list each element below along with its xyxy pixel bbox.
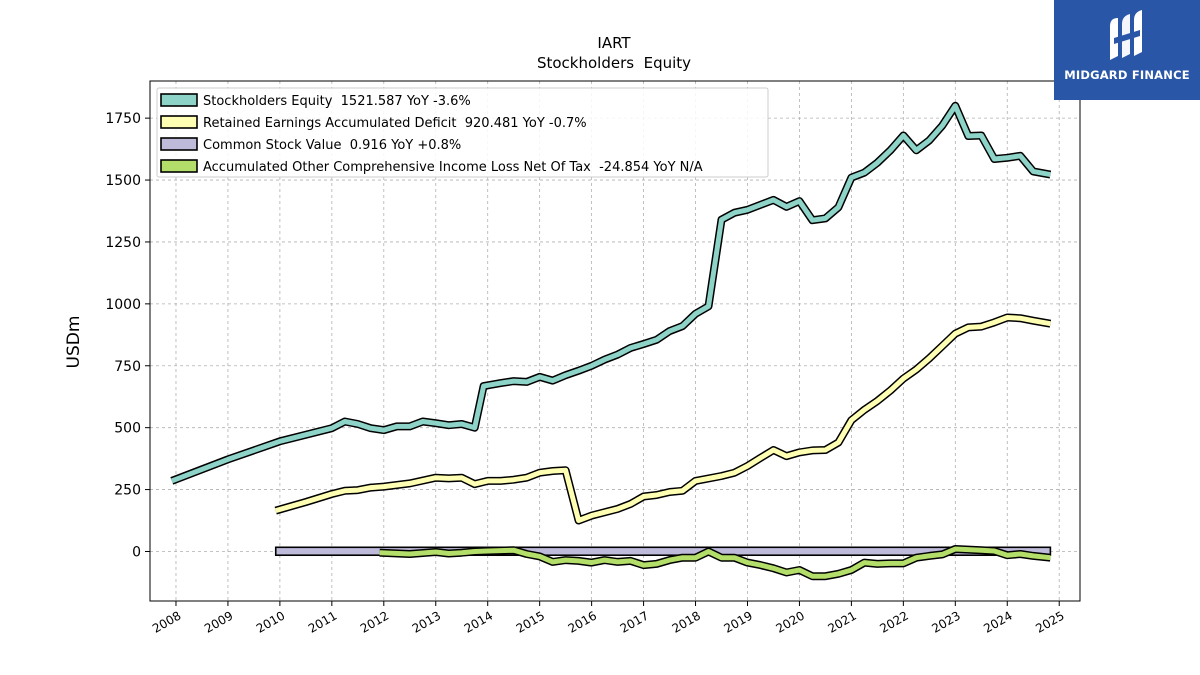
legend-swatch bbox=[160, 93, 198, 107]
legend-label: Retained Earnings Accumulated Deficit 92… bbox=[203, 116, 587, 131]
x-tick-label: 2022 bbox=[877, 608, 910, 635]
y-tick-label: 1500 bbox=[105, 173, 141, 189]
x-tick-label: 2010 bbox=[254, 608, 287, 635]
series-line-retained-earnings-accumulated-deficit bbox=[275, 315, 1051, 523]
x-tick-label: 2015 bbox=[514, 608, 547, 635]
x-tick-label: 2016 bbox=[566, 608, 599, 635]
legend-label: Common Stock Value 0.916 YoY +0.8% bbox=[203, 138, 461, 153]
series-line-accumulated-other-comprehensive-income-loss-net-of-tax bbox=[379, 546, 1051, 579]
y-tick-label: 500 bbox=[114, 421, 141, 437]
y-tick-label: 0 bbox=[132, 544, 141, 560]
y-tick-label: 250 bbox=[114, 483, 141, 499]
x-tick-label: 2020 bbox=[773, 608, 806, 635]
brand-name: MIDGARD FINANCE bbox=[1064, 68, 1190, 82]
y-tick-label: 1750 bbox=[105, 111, 141, 127]
x-tick-label: 2024 bbox=[981, 608, 1014, 635]
x-tick-label: 2013 bbox=[410, 608, 443, 635]
brand-logo: MIDGARD FINANCE bbox=[1054, 0, 1200, 100]
legend-label: Accumulated Other Comprehensive Income L… bbox=[203, 160, 703, 175]
x-tick-label: 2021 bbox=[825, 608, 858, 635]
midgard-logo-icon bbox=[1110, 10, 1142, 60]
y-tick-label: 1250 bbox=[105, 235, 141, 251]
x-tick-label: 2012 bbox=[358, 608, 391, 635]
x-tick-label: 2018 bbox=[670, 608, 703, 635]
x-tick-label: 2017 bbox=[618, 608, 651, 635]
x-tick-label: 2014 bbox=[462, 608, 495, 635]
legend-label: Stockholders Equity 1521.587 YoY -3.6% bbox=[203, 94, 471, 109]
y-axis-label: USDm bbox=[64, 316, 84, 369]
y-tick-label: 1000 bbox=[105, 297, 141, 313]
plot-frame bbox=[149, 80, 1081, 602]
series-common-stock bbox=[274, 546, 1052, 557]
legend-frame bbox=[156, 87, 769, 178]
series-outline-retained-earnings-accumulated-deficit bbox=[274, 313, 1052, 525]
legend-swatch bbox=[160, 159, 198, 173]
x-tick-label: 2009 bbox=[202, 608, 235, 635]
chart-subtitle: Stockholders Equity bbox=[537, 54, 691, 72]
legend-swatch bbox=[160, 137, 198, 151]
x-tick-label: 2025 bbox=[1033, 608, 1066, 635]
legend-swatch bbox=[160, 115, 198, 129]
x-tick-label: 2011 bbox=[306, 608, 339, 635]
x-tick-label: 2023 bbox=[929, 608, 962, 635]
chart-title: IART bbox=[597, 34, 631, 52]
series-line-stockholders-equity bbox=[170, 103, 1051, 484]
legend: Stockholders Equity 1521.587 YoY -3.6% Re… bbox=[156, 87, 769, 178]
y-tick-label: 750 bbox=[114, 359, 141, 375]
x-tick-label: 2019 bbox=[722, 608, 755, 635]
x-tick-label: 2008 bbox=[150, 608, 183, 635]
series-layer bbox=[170, 101, 1052, 581]
